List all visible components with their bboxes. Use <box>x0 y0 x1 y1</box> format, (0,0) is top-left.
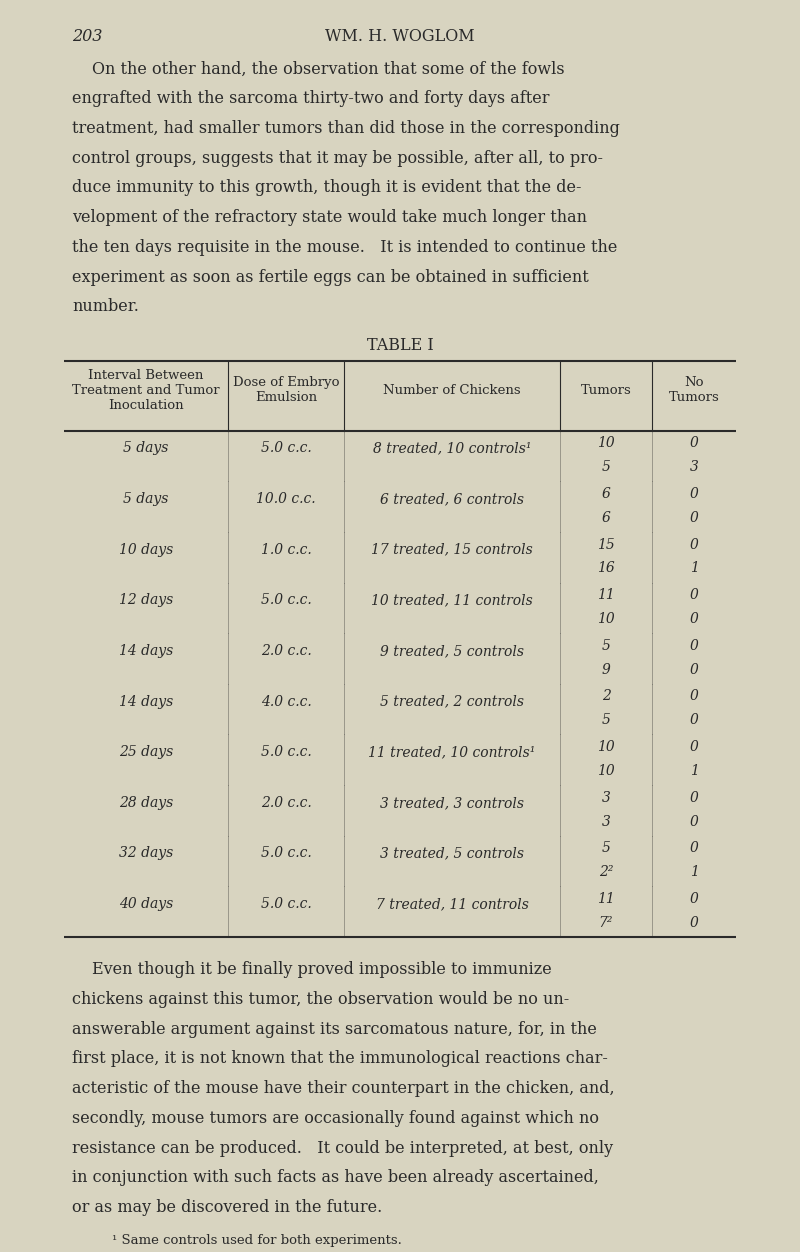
Text: 5.0 c.c.: 5.0 c.c. <box>261 745 311 759</box>
Text: 11: 11 <box>597 893 615 906</box>
Text: 2.0 c.c.: 2.0 c.c. <box>261 644 311 657</box>
Text: Even though it be finally proved impossible to immunize: Even though it be finally proved impossi… <box>92 962 552 978</box>
Text: 14 days: 14 days <box>119 695 173 709</box>
Text: 10: 10 <box>597 764 615 777</box>
Text: acteristic of the mouse have their counterpart in the chicken, and,: acteristic of the mouse have their count… <box>72 1080 614 1097</box>
Text: 14 days: 14 days <box>119 644 173 657</box>
Text: 1: 1 <box>690 764 698 777</box>
Text: 2.0 c.c.: 2.0 c.c. <box>261 796 311 810</box>
Text: 6: 6 <box>602 511 610 525</box>
Text: 32 days: 32 days <box>119 846 173 860</box>
Text: 5.0 c.c.: 5.0 c.c. <box>261 593 311 607</box>
Text: 5.0 c.c.: 5.0 c.c. <box>261 846 311 860</box>
Text: control groups, suggests that it may be possible, after all, to pro-: control groups, suggests that it may be … <box>72 150 603 167</box>
Text: 10: 10 <box>597 612 615 626</box>
Text: 5: 5 <box>602 714 610 727</box>
Text: On the other hand, the observation that some of the fowls: On the other hand, the observation that … <box>92 60 565 78</box>
Text: chickens against this tumor, the observation would be no un-: chickens against this tumor, the observa… <box>72 992 570 1008</box>
Text: treatment, had smaller tumors than did those in the corresponding: treatment, had smaller tumors than did t… <box>72 120 620 136</box>
Text: first place, it is not known that the immunological reactions char-: first place, it is not known that the im… <box>72 1050 608 1068</box>
Text: 5: 5 <box>602 841 610 855</box>
Text: 0: 0 <box>690 690 698 704</box>
Text: 3 treated, 5 controls: 3 treated, 5 controls <box>380 846 524 860</box>
Text: 0: 0 <box>690 511 698 525</box>
Text: 0: 0 <box>690 639 698 652</box>
Text: 2²: 2² <box>598 865 614 879</box>
Text: duce immunity to this growth, though it is evident that the de-: duce immunity to this growth, though it … <box>72 179 582 197</box>
Text: 17 treated, 15 controls: 17 treated, 15 controls <box>371 542 533 557</box>
Text: the ten days requisite in the mouse.   It is intended to continue the: the ten days requisite in the mouse. It … <box>72 239 618 255</box>
Text: answerable argument against its sarcomatous nature, for, in the: answerable argument against its sarcomat… <box>72 1020 597 1038</box>
Text: secondly, mouse tumors are occasionally found against which no: secondly, mouse tumors are occasionally … <box>72 1111 599 1127</box>
Text: in conjunction with such facts as have been already ascertained,: in conjunction with such facts as have b… <box>72 1169 599 1187</box>
Text: WM. H. WOGLOM: WM. H. WOGLOM <box>325 28 475 45</box>
Text: resistance can be produced.   It could be interpreted, at best, only: resistance can be produced. It could be … <box>72 1139 613 1157</box>
Text: 1: 1 <box>690 561 698 576</box>
Text: 28 days: 28 days <box>119 796 173 810</box>
Text: 12 days: 12 days <box>119 593 173 607</box>
Text: 3: 3 <box>602 791 610 805</box>
Text: number.: number. <box>72 298 139 316</box>
Text: 4.0 c.c.: 4.0 c.c. <box>261 695 311 709</box>
Text: No
Tumors: No Tumors <box>669 377 719 404</box>
Text: 0: 0 <box>690 588 698 602</box>
Text: or as may be discovered in the future.: or as may be discovered in the future. <box>72 1199 382 1216</box>
Text: 0: 0 <box>690 436 698 451</box>
Text: 5.0 c.c.: 5.0 c.c. <box>261 898 311 911</box>
Text: 7²: 7² <box>598 916 614 930</box>
Text: 1: 1 <box>690 865 698 879</box>
Text: 25 days: 25 days <box>119 745 173 759</box>
Text: 0: 0 <box>690 841 698 855</box>
Text: 9 treated, 5 controls: 9 treated, 5 controls <box>380 644 524 657</box>
Text: TABLE I: TABLE I <box>366 337 434 354</box>
Text: Number of Chickens: Number of Chickens <box>383 384 521 397</box>
Text: Dose of Embryo
Emulsion: Dose of Embryo Emulsion <box>233 377 339 404</box>
Text: 203: 203 <box>72 28 102 45</box>
Text: 6: 6 <box>602 487 610 501</box>
Text: 15: 15 <box>597 537 615 552</box>
Text: Tumors: Tumors <box>581 384 631 397</box>
Text: 0: 0 <box>690 815 698 829</box>
Text: 11: 11 <box>597 588 615 602</box>
Text: 0: 0 <box>690 916 698 930</box>
Text: 6 treated, 6 controls: 6 treated, 6 controls <box>380 492 524 506</box>
Text: 10: 10 <box>597 436 615 451</box>
Text: 2: 2 <box>602 690 610 704</box>
Text: Interval Between
Treatment and Tumor
Inoculation: Interval Between Treatment and Tumor Ino… <box>72 369 220 412</box>
Text: 5 days: 5 days <box>123 492 169 506</box>
Text: 10 treated, 11 controls: 10 treated, 11 controls <box>371 593 533 607</box>
Text: 7 treated, 11 controls: 7 treated, 11 controls <box>375 898 529 911</box>
Text: engrafted with the sarcoma thirty-two and forty days after: engrafted with the sarcoma thirty-two an… <box>72 90 550 108</box>
Text: 5 treated, 2 controls: 5 treated, 2 controls <box>380 695 524 709</box>
Text: 5 days: 5 days <box>123 441 169 456</box>
Text: 8 treated, 10 controls¹: 8 treated, 10 controls¹ <box>373 441 531 456</box>
Text: 10 days: 10 days <box>119 542 173 557</box>
Text: 3 treated, 3 controls: 3 treated, 3 controls <box>380 796 524 810</box>
Text: 5.0 c.c.: 5.0 c.c. <box>261 441 311 456</box>
Text: 40 days: 40 days <box>119 898 173 911</box>
Text: 0: 0 <box>690 487 698 501</box>
Text: 5: 5 <box>602 459 610 475</box>
Text: 10.0 c.c.: 10.0 c.c. <box>256 492 316 506</box>
Text: 0: 0 <box>690 893 698 906</box>
Text: 5: 5 <box>602 639 610 652</box>
Text: 11 treated, 10 controls¹: 11 treated, 10 controls¹ <box>368 745 536 759</box>
Text: 0: 0 <box>690 714 698 727</box>
Text: 1.0 c.c.: 1.0 c.c. <box>261 542 311 557</box>
Text: 0: 0 <box>690 537 698 552</box>
Text: experiment as soon as fertile eggs can be obtained in sufficient: experiment as soon as fertile eggs can b… <box>72 269 589 285</box>
Text: 3: 3 <box>602 815 610 829</box>
Text: 0: 0 <box>690 662 698 676</box>
Text: 9: 9 <box>602 662 610 676</box>
Text: 0: 0 <box>690 791 698 805</box>
Text: 0: 0 <box>690 740 698 754</box>
Text: ¹ Same controls used for both experiments.: ¹ Same controls used for both experiment… <box>112 1234 402 1247</box>
Text: velopment of the refractory state would take much longer than: velopment of the refractory state would … <box>72 209 587 227</box>
Text: 0: 0 <box>690 612 698 626</box>
Text: 16: 16 <box>597 561 615 576</box>
Text: 3: 3 <box>690 459 698 475</box>
Text: 10: 10 <box>597 740 615 754</box>
